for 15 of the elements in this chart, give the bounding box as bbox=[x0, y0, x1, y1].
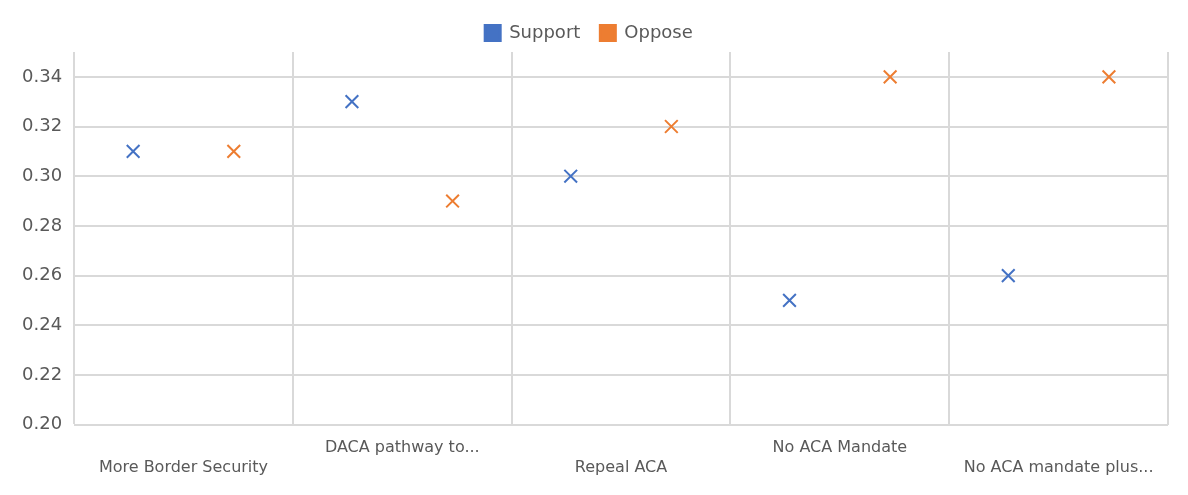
y-tick-label: 0.24 bbox=[22, 312, 63, 334]
legend-label: Support bbox=[509, 20, 581, 42]
y-tick-label: 0.30 bbox=[22, 163, 63, 185]
legend-label: Oppose bbox=[624, 20, 693, 42]
y-tick-label: 0.26 bbox=[22, 263, 63, 285]
x-tick-label: More Border Security bbox=[98, 456, 269, 476]
x-tick-label: DACA pathway to... bbox=[324, 437, 480, 457]
y-tick-label: 0.20 bbox=[22, 412, 63, 434]
y-tick-label: 0.34 bbox=[22, 64, 63, 86]
y-tick-label: 0.28 bbox=[22, 213, 63, 235]
x-tick-label: No ACA Mandate bbox=[772, 437, 908, 457]
y-tick-label: 0.32 bbox=[22, 114, 63, 136]
y-tick-label: 0.22 bbox=[22, 362, 63, 384]
x-tick-label: No ACA mandate plus... bbox=[963, 456, 1154, 476]
x-tick-label: Repeal ACA bbox=[574, 456, 668, 476]
